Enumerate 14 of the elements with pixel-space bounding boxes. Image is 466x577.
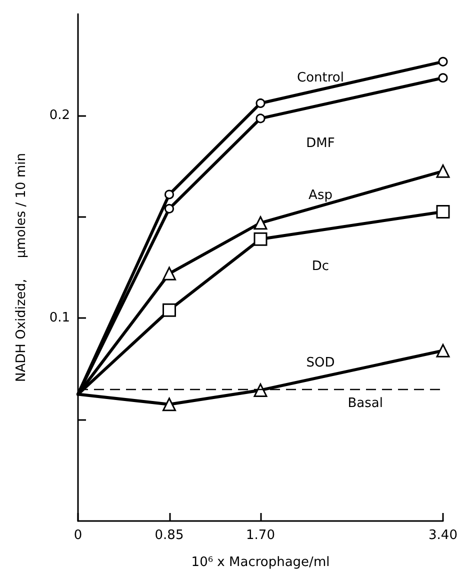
y-tick-label: 0.1 — [49, 310, 70, 326]
x-tick-label: 0.85 — [154, 528, 184, 543]
x-tick-label: 1.70 — [246, 528, 275, 543]
x-tick-label: 0 — [74, 528, 82, 543]
series-label: SOD — [306, 355, 335, 370]
text: DMF — [306, 136, 335, 152]
x-tick-label: 3.40 — [428, 528, 458, 543]
text: Dc — [312, 258, 330, 274]
x-axis-title: 10⁶ x Macrophage/ml — [191, 555, 330, 570]
y-axis-title: NADH Oxidized, μmoles / 10 min — [14, 153, 29, 382]
series-label: Control — [297, 70, 344, 86]
series-label: Asp — [308, 188, 332, 204]
y-tick-label: 0.2 — [49, 108, 70, 123]
ref-line-label: Basal — [348, 396, 383, 412]
